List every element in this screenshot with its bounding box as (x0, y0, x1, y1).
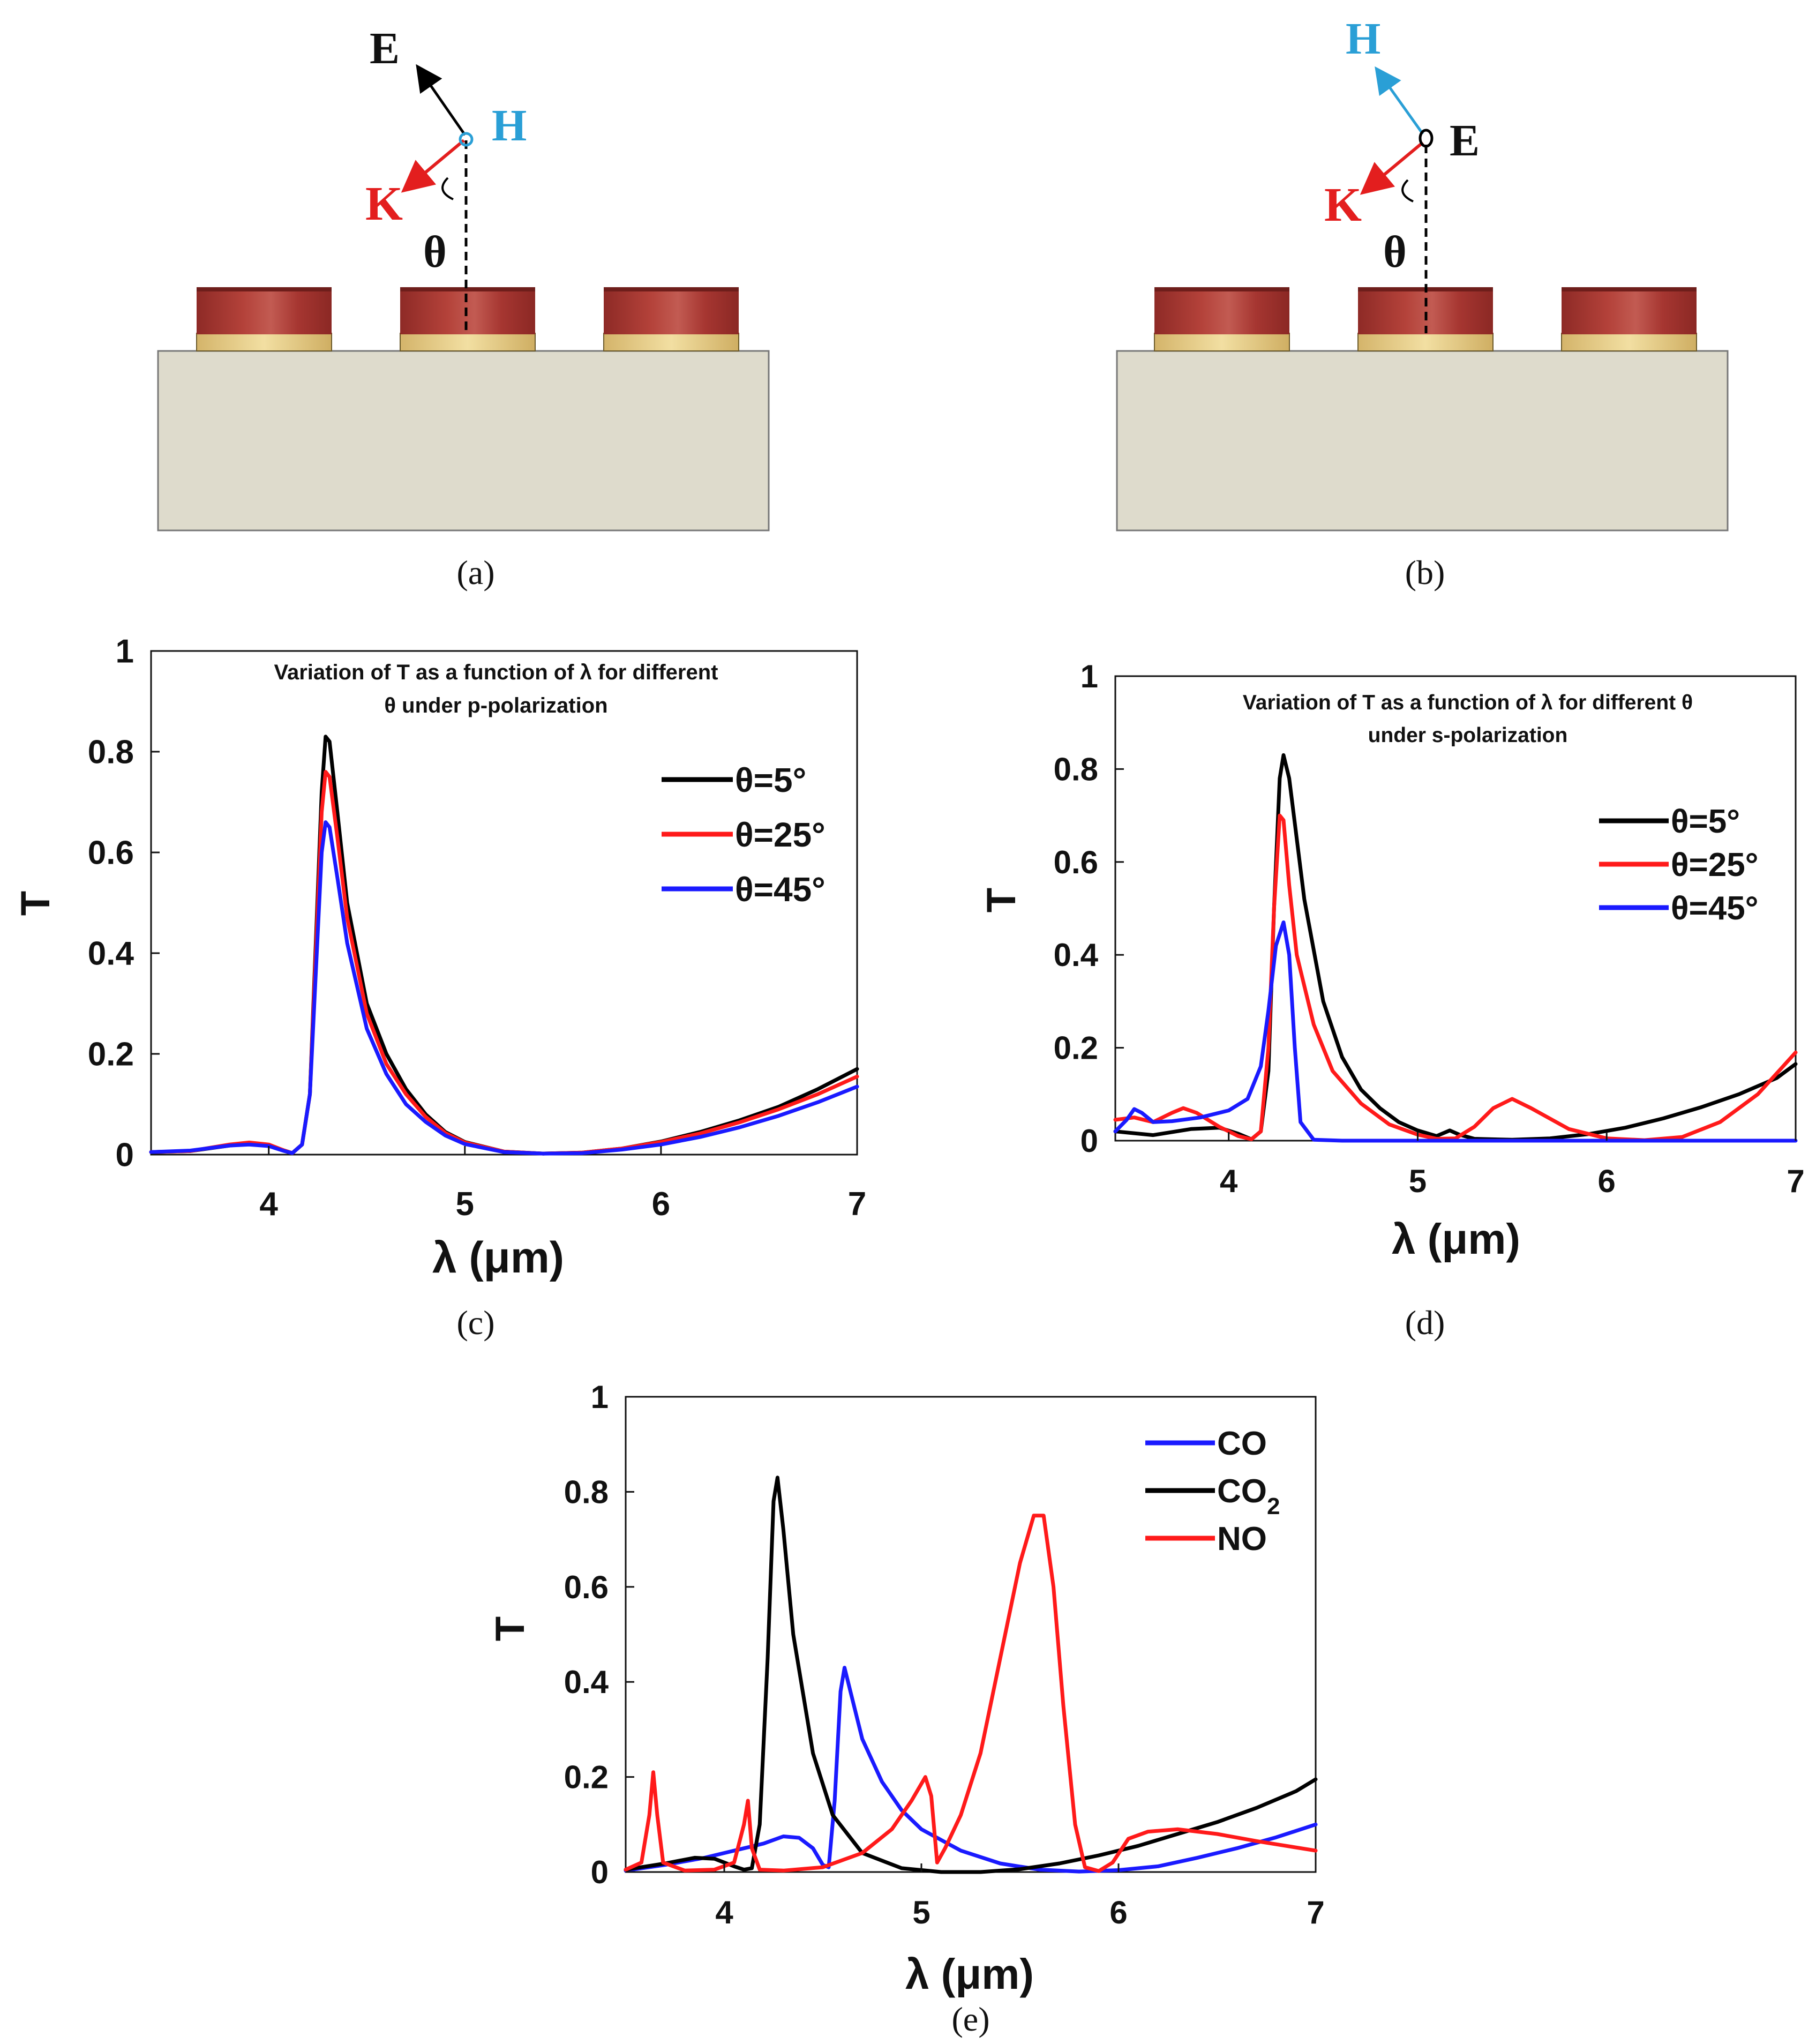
x-tick-label: 5 (1409, 1163, 1427, 1199)
e-label: E (370, 24, 400, 73)
legend-label-3: θ=45° (735, 870, 826, 909)
chart-title-line-1: Variation of T as a function of λ for di… (1243, 691, 1693, 714)
x-tick-label: 4 (715, 1895, 733, 1930)
x-tick-label: 7 (1307, 1895, 1324, 1930)
k-label: K (1324, 178, 1362, 231)
x-tick-label: 5 (912, 1895, 930, 1930)
legend-label-1: θ=5° (735, 761, 806, 799)
caption-d: (d) (1405, 1304, 1445, 1342)
legend-label-3: θ=45° (1671, 890, 1758, 927)
resonator-left (1154, 287, 1290, 351)
y-tick-label: 0.8 (1054, 751, 1098, 787)
h-vector-arrow (1375, 66, 1424, 135)
y-tick-label: 0.6 (564, 1569, 609, 1605)
diagram-b: H E K θ (1116, 14, 1729, 531)
y-axis-label: T (13, 891, 58, 916)
h-vector-dot (459, 132, 474, 147)
y-tick-label: 0.4 (88, 935, 134, 972)
y-tick-label: 1 (116, 633, 134, 670)
x-tick-label: 6 (652, 1186, 670, 1223)
series-line-3 (624, 1514, 1318, 1873)
plot-frame (625, 1396, 1317, 1873)
plot-frame (150, 650, 858, 1156)
chart-c: 4 5 6 7 0 0.2 0.4 0.6 0.8 1 Variation of T as a f… (13, 633, 866, 1282)
y-tick-label: 0.6 (1054, 844, 1098, 880)
y-tick-label: 0.4 (1054, 937, 1099, 973)
angle-arc (1401, 179, 1414, 203)
legend-label-1: θ=5° (1671, 803, 1740, 840)
y-tick-label: 0.8 (88, 734, 134, 771)
y-tick-label: 0.2 (564, 1760, 609, 1795)
legend: θ=5° θ=25° θ=45° (1599, 803, 1758, 927)
caption-b: (b) (1405, 553, 1445, 592)
series-line-2 (624, 1476, 1318, 1874)
y-tick-label: 0 (591, 1854, 609, 1890)
theta-label: θ (1383, 227, 1407, 277)
y-axis-label: T (979, 888, 1024, 912)
substrate (157, 350, 770, 531)
legend: CO CO2 NO (1145, 1425, 1280, 1558)
h-label: H (492, 101, 527, 151)
y-tick-label: 0.4 (564, 1664, 609, 1700)
resonator-right (603, 287, 739, 351)
chart-title-line-1: Variation of T as a function of λ for di… (274, 661, 718, 684)
legend-label-2: θ=25° (1671, 847, 1758, 884)
x-axis-label: λ (μm) (1392, 1215, 1520, 1263)
chart-title-line-2: under s-polarization (1368, 724, 1568, 747)
resonator-center (400, 287, 536, 351)
legend: θ=5° θ=25° θ=45° (662, 761, 826, 909)
caption-a: (a) (456, 553, 494, 592)
caption-e: (e) (951, 2000, 989, 2038)
caption-c: (c) (456, 1304, 494, 1342)
x-tick-label: 4 (1220, 1163, 1238, 1199)
series-line-1 (624, 1666, 1318, 1874)
legend-subscript: 2 (1267, 1493, 1280, 1519)
x-axis-label: λ (μm) (432, 1233, 564, 1282)
e-vector-arrow (416, 64, 467, 136)
resonator-right (1561, 287, 1697, 351)
series-line-3 (1113, 920, 1798, 1143)
x-tick-label: 6 (1109, 1895, 1127, 1930)
x-tick-label: 4 (259, 1186, 278, 1223)
e-vector-dot (1419, 129, 1434, 148)
h-label: H (1346, 14, 1380, 64)
substrate (1116, 350, 1729, 531)
series-line-3 (149, 820, 859, 1156)
diagram-a: E H K θ (157, 24, 770, 531)
k-vector-arrow (401, 139, 465, 193)
e-label: E (1450, 116, 1480, 166)
y-tick-label: 0.2 (88, 1036, 134, 1073)
x-tick-label: 7 (1787, 1163, 1804, 1199)
chart-d: 4 5 6 7 0 0.2 0.4 0.6 0.8 1 Variation of T as a f… (979, 658, 1805, 1263)
y-tick-label: 0.6 (88, 835, 134, 872)
legend-label-1: CO (1217, 1425, 1267, 1462)
k-label: K (365, 177, 403, 230)
k-vector-arrow (1360, 141, 1424, 195)
y-tick-label: 1 (591, 1379, 609, 1415)
y-tick-label: 0 (1080, 1123, 1098, 1159)
y-tick-label: 0.8 (564, 1474, 609, 1510)
legend-label-3: NO (1217, 1521, 1267, 1558)
x-tick-label: 7 (848, 1186, 866, 1223)
x-tick-label: 5 (456, 1186, 474, 1223)
y-tick-label: 1 (1080, 658, 1098, 694)
series-line-2 (1113, 813, 1798, 1142)
x-axis-label: λ (μm) (905, 1950, 1034, 1998)
legend-label-2: CO2 (1217, 1473, 1280, 1519)
y-axis-label: T (487, 1616, 533, 1641)
theta-label: θ (423, 227, 447, 277)
legend-label-2: θ=25° (735, 815, 826, 854)
chart-e: 4 5 6 7 0 0.2 0.4 0.6 0.8 1 λ (μm) T CO CO2 NO (487, 1379, 1325, 1998)
chart-title-line-2: θ under p-polarization (384, 694, 607, 717)
y-tick-label: 0 (116, 1137, 134, 1174)
plot-frame (1114, 675, 1797, 1142)
resonator-left (196, 287, 332, 351)
x-tick-label: 6 (1598, 1163, 1616, 1199)
y-tick-label: 0.2 (1054, 1030, 1098, 1066)
angle-arc (441, 177, 454, 200)
